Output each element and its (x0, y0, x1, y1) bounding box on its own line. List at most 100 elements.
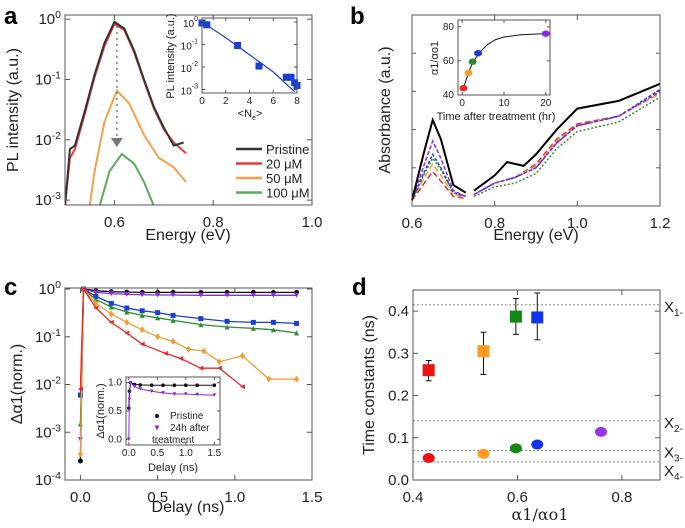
absorbance-curve (411, 139, 467, 201)
square-data-point (509, 310, 522, 323)
decay-point (240, 352, 246, 360)
c-y-tick-label: 10-4 (35, 470, 61, 489)
c-inset-y-tick-label: 0.5 (108, 406, 122, 417)
panel-label-b: b (350, 3, 365, 30)
series-line-50M (88, 88, 187, 205)
y-axis-label-d: Time constants (ns) (361, 315, 378, 455)
inset-frame-b (457, 19, 551, 96)
a-inset-y-tick-label: 10-3 (181, 84, 198, 98)
circle-data-point (422, 453, 435, 464)
absorbance-curve (411, 152, 466, 201)
d-y-tick-label: 0.3 (388, 345, 409, 362)
absorbance-curve (473, 96, 661, 198)
decay-point (294, 330, 300, 336)
inset-legend-entry: 24h after (170, 423, 210, 434)
y-axis-label-c: Δα1(norm.) (9, 344, 26, 424)
inset-point-c (184, 383, 188, 388)
b-inset-x-tick-label: 20 (540, 98, 552, 109)
decay-point (186, 345, 191, 353)
inset-data-point (255, 62, 263, 70)
decay-point (250, 319, 256, 325)
a-inset-y-tick-label: 100 (183, 16, 198, 30)
inset-point-c (149, 383, 154, 388)
decay-point (198, 322, 204, 328)
inset-point-c (172, 383, 177, 388)
circle-data-point (594, 426, 607, 437)
a-inset-y-tick-label: 10-2 (181, 61, 198, 75)
inset-data-point (234, 42, 242, 50)
inset-background-c (126, 377, 220, 445)
decay-point (139, 308, 145, 314)
series-line-Pristine (65, 20, 184, 205)
inset-fit-line (201, 21, 296, 93)
inset-data-point (282, 73, 290, 81)
inset-data-point-b (459, 84, 468, 92)
decay-point (170, 317, 176, 323)
b-inset-x-tick-label: 10 (498, 98, 510, 109)
inset-point-c (161, 391, 165, 395)
c-x-tick-label: 1.0 (224, 489, 245, 506)
b-x-tick-label: 1.0 (567, 215, 588, 232)
panel-label-d: d (352, 274, 367, 301)
c-y-tick-label: 10-2 (35, 375, 61, 394)
x-axis-label-a: Energy (eV) (145, 227, 230, 244)
a-y-tick-label: 10-3 (35, 190, 61, 209)
decay-point (124, 309, 130, 315)
a-inset-x-tick-label: 2 (223, 96, 229, 107)
inset-point-c (195, 392, 200, 397)
c-x-tick-label: 1.5 (302, 489, 323, 506)
c-y-tick-label: 10-1 (35, 327, 61, 346)
decay-point (198, 316, 204, 322)
c-inset-x-tick-label: 1.0 (179, 448, 193, 459)
d-x-tick-label: 0.8 (611, 489, 632, 506)
plot-frame-d (412, 289, 661, 481)
decay-point (250, 325, 256, 331)
decay-point (170, 337, 176, 345)
decay-point (198, 365, 204, 371)
c-x-tick-label: 0.0 (70, 489, 91, 506)
inset-legend-entry: Pristine (170, 411, 204, 422)
decay-point (108, 291, 114, 297)
d-x-tick-label: 0.4 (403, 489, 424, 506)
decay-point (124, 330, 130, 336)
square-data-point (531, 311, 544, 324)
circle-data-point (531, 439, 544, 450)
inset-data-point-b (474, 50, 483, 57)
c-inset-y-tick-label: 0.0 (108, 434, 122, 445)
inset-point-c (138, 383, 143, 387)
a-y-tick-label: 10-1 (35, 69, 61, 88)
y-axis-label-a: PL intensity (a.u.) (5, 48, 22, 172)
decay-point (108, 300, 114, 306)
inset-x-axis-label-c: Delay (ns) (148, 462, 198, 474)
decay-point (294, 320, 300, 326)
decay-point (124, 305, 130, 311)
decay-point (216, 358, 222, 366)
absorbance-curve (411, 116, 467, 201)
decay-point (77, 386, 83, 392)
a-inset-x-tick-label: 8 (294, 96, 300, 107)
series-line-100M (98, 152, 155, 205)
decay-point (294, 292, 300, 298)
legend-entry: 50 μM (266, 171, 302, 186)
legend-entry: Pristine (266, 142, 309, 157)
legend-entry: 100 μM (266, 186, 310, 201)
decay-point (201, 347, 207, 355)
d-y-tick-label: 0.1 (388, 430, 409, 447)
inset-point-c (128, 380, 133, 385)
c-inset-y-tick-label: 1.0 (108, 378, 122, 389)
a-inset-x-tick-label: 6 (270, 96, 276, 107)
reference-line-label: X3- (664, 444, 683, 464)
c-inset-x-tick-label: 0.5 (150, 448, 164, 459)
reference-line-label: X4- (664, 463, 683, 483)
decay-point (124, 291, 130, 297)
inset-point-c (212, 393, 217, 397)
inset-point-c (127, 397, 132, 402)
decay-point (170, 292, 176, 298)
decay-point (124, 318, 130, 326)
inset-point-c (184, 392, 188, 396)
inset-legend-marker (154, 425, 160, 431)
inset-point-c (172, 392, 177, 396)
d-y-tick-label: 0.4 (388, 303, 409, 320)
inset-point-c (195, 383, 200, 388)
